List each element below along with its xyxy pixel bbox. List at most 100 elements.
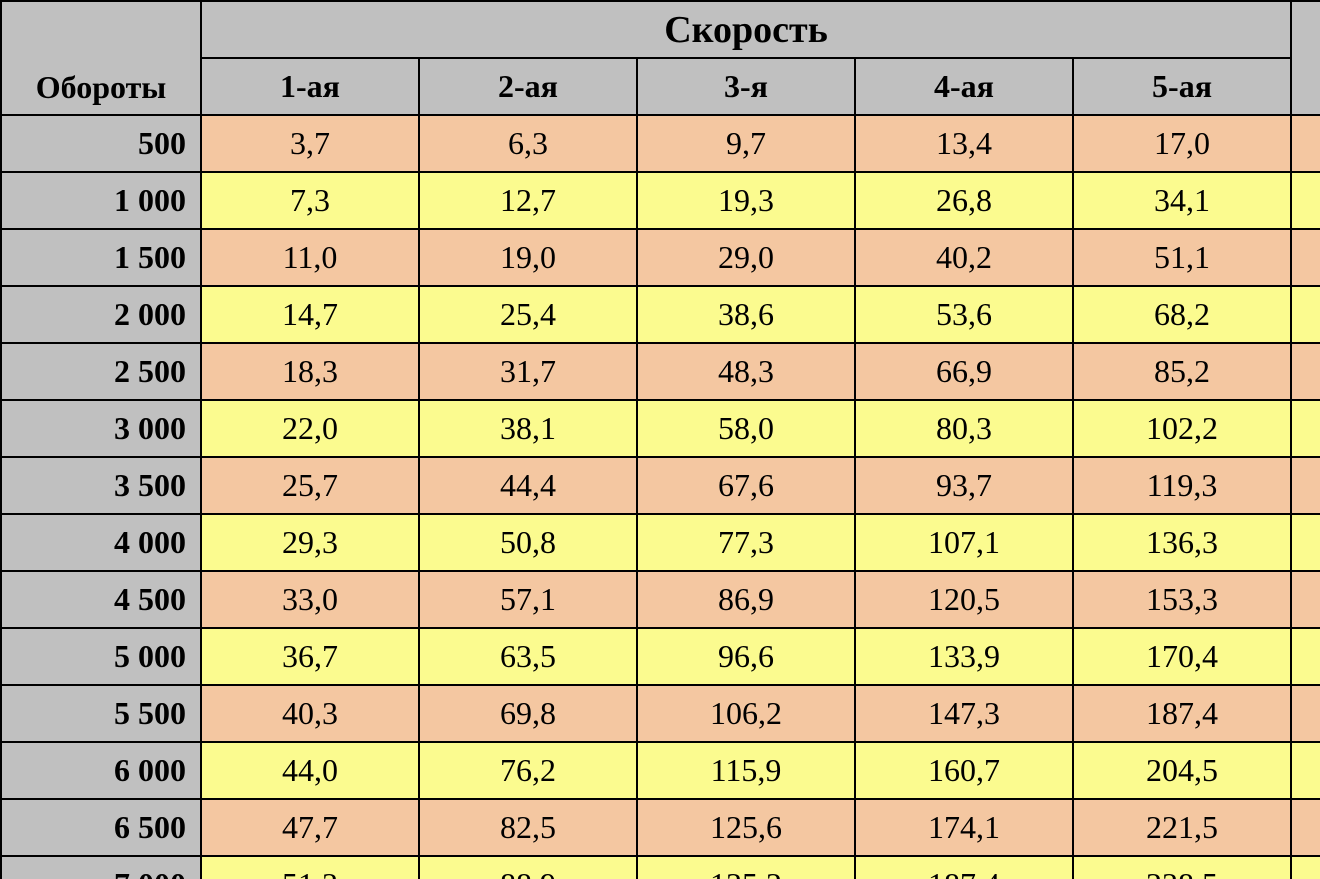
data-cell: 25,4 bbox=[419, 286, 637, 343]
spare-cell bbox=[1291, 229, 1320, 286]
table-row: 5 00036,763,596,6133,9170,4 bbox=[1, 628, 1320, 685]
data-cell: 19,3 bbox=[637, 172, 855, 229]
data-cell: 82,5 bbox=[419, 799, 637, 856]
data-cell: 48,3 bbox=[637, 343, 855, 400]
row-header-cell: 3 000 bbox=[1, 400, 201, 457]
data-cell: 29,3 bbox=[201, 514, 419, 571]
spare-cell bbox=[1291, 172, 1320, 229]
col-header-2: 2-ая bbox=[419, 58, 637, 115]
data-cell: 38,1 bbox=[419, 400, 637, 457]
data-cell: 153,3 bbox=[1073, 571, 1291, 628]
data-cell: 44,0 bbox=[201, 742, 419, 799]
data-cell: 63,5 bbox=[419, 628, 637, 685]
row-header-cell: 2 500 bbox=[1, 343, 201, 400]
table-row: 3 50025,744,467,693,7119,3 bbox=[1, 457, 1320, 514]
table-row: 7 00051,388,9135,2187,4238,5 bbox=[1, 856, 1320, 879]
data-cell: 88,9 bbox=[419, 856, 637, 879]
data-cell: 47,7 bbox=[201, 799, 419, 856]
data-cell: 204,5 bbox=[1073, 742, 1291, 799]
spare-cell bbox=[1291, 514, 1320, 571]
data-cell: 26,8 bbox=[855, 172, 1073, 229]
data-cell: 6,3 bbox=[419, 115, 637, 172]
table-body: 5003,76,39,713,417,01 0007,312,719,326,8… bbox=[1, 115, 1320, 879]
data-cell: 135,2 bbox=[637, 856, 855, 879]
row-header-cell: 500 bbox=[1, 115, 201, 172]
data-cell: 7,3 bbox=[201, 172, 419, 229]
row-header-cell: 3 500 bbox=[1, 457, 201, 514]
data-cell: 14,7 bbox=[201, 286, 419, 343]
data-cell: 12,7 bbox=[419, 172, 637, 229]
data-cell: 51,1 bbox=[1073, 229, 1291, 286]
data-cell: 58,0 bbox=[637, 400, 855, 457]
data-cell: 86,9 bbox=[637, 571, 855, 628]
col-header-1: 1-ая bbox=[201, 58, 419, 115]
super-header-speed: Скорость bbox=[201, 1, 1291, 58]
table-row: 5003,76,39,713,417,0 bbox=[1, 115, 1320, 172]
spare-cell bbox=[1291, 286, 1320, 343]
data-cell: 19,0 bbox=[419, 229, 637, 286]
col-header-4: 4-ая bbox=[855, 58, 1073, 115]
table-row: 5 50040,369,8106,2147,3187,4 bbox=[1, 685, 1320, 742]
table-row: 2 00014,725,438,653,668,2 bbox=[1, 286, 1320, 343]
table-row: 1 50011,019,029,040,251,1 bbox=[1, 229, 1320, 286]
data-cell: 147,3 bbox=[855, 685, 1073, 742]
data-cell: 115,9 bbox=[637, 742, 855, 799]
data-cell: 44,4 bbox=[419, 457, 637, 514]
data-cell: 120,5 bbox=[855, 571, 1073, 628]
spare-cell bbox=[1291, 799, 1320, 856]
spare-cell bbox=[1291, 685, 1320, 742]
table-row: 1 0007,312,719,326,834,1 bbox=[1, 172, 1320, 229]
super-header-row: Обороты Скорость bbox=[1, 1, 1320, 58]
row-header-cell: 1 500 bbox=[1, 229, 201, 286]
spare-header bbox=[1291, 1, 1320, 115]
data-cell: 68,2 bbox=[1073, 286, 1291, 343]
data-cell: 187,4 bbox=[855, 856, 1073, 879]
col-header-5: 5-ая bbox=[1073, 58, 1291, 115]
data-cell: 22,0 bbox=[201, 400, 419, 457]
data-cell: 36,7 bbox=[201, 628, 419, 685]
data-cell: 119,3 bbox=[1073, 457, 1291, 514]
row-header-cell: 5 000 bbox=[1, 628, 201, 685]
table-row: 3 00022,038,158,080,3102,2 bbox=[1, 400, 1320, 457]
spare-cell bbox=[1291, 856, 1320, 879]
data-cell: 9,7 bbox=[637, 115, 855, 172]
data-cell: 77,3 bbox=[637, 514, 855, 571]
row-header-cell: 6 000 bbox=[1, 742, 201, 799]
data-cell: 40,2 bbox=[855, 229, 1073, 286]
data-cell: 11,0 bbox=[201, 229, 419, 286]
data-cell: 96,6 bbox=[637, 628, 855, 685]
table-row: 6 50047,782,5125,6174,1221,5 bbox=[1, 799, 1320, 856]
data-cell: 160,7 bbox=[855, 742, 1073, 799]
data-cell: 76,2 bbox=[419, 742, 637, 799]
row-header-cell: 5 500 bbox=[1, 685, 201, 742]
data-cell: 69,8 bbox=[419, 685, 637, 742]
data-cell: 18,3 bbox=[201, 343, 419, 400]
row-header-cell: 1 000 bbox=[1, 172, 201, 229]
spare-cell bbox=[1291, 343, 1320, 400]
data-cell: 40,3 bbox=[201, 685, 419, 742]
table-row: 2 50018,331,748,366,985,2 bbox=[1, 343, 1320, 400]
data-cell: 29,0 bbox=[637, 229, 855, 286]
data-cell: 85,2 bbox=[1073, 343, 1291, 400]
row-header-cell: 2 000 bbox=[1, 286, 201, 343]
data-cell: 38,6 bbox=[637, 286, 855, 343]
spare-cell bbox=[1291, 457, 1320, 514]
data-cell: 221,5 bbox=[1073, 799, 1291, 856]
data-cell: 13,4 bbox=[855, 115, 1073, 172]
data-cell: 80,3 bbox=[855, 400, 1073, 457]
data-cell: 102,2 bbox=[1073, 400, 1291, 457]
data-cell: 170,4 bbox=[1073, 628, 1291, 685]
spare-cell bbox=[1291, 400, 1320, 457]
data-cell: 107,1 bbox=[855, 514, 1073, 571]
data-cell: 106,2 bbox=[637, 685, 855, 742]
data-cell: 133,9 bbox=[855, 628, 1073, 685]
data-cell: 34,1 bbox=[1073, 172, 1291, 229]
data-cell: 67,6 bbox=[637, 457, 855, 514]
row-header-cell: 6 500 bbox=[1, 799, 201, 856]
data-cell: 187,4 bbox=[1073, 685, 1291, 742]
spare-cell bbox=[1291, 628, 1320, 685]
row-header-cell: 7 000 bbox=[1, 856, 201, 879]
row-header-cell: 4 000 bbox=[1, 514, 201, 571]
data-cell: 93,7 bbox=[855, 457, 1073, 514]
table-row: 4 00029,350,877,3107,1136,3 bbox=[1, 514, 1320, 571]
